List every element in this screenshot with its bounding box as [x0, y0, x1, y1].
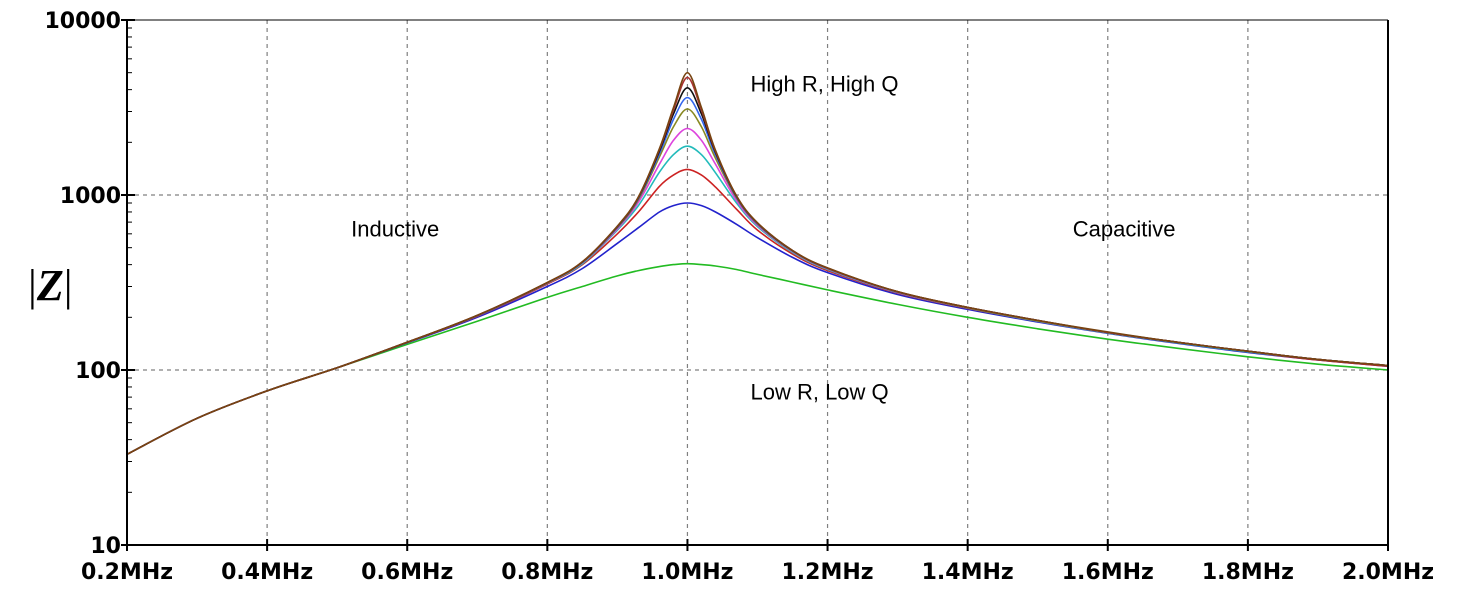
- series-line-3: [126, 168, 1389, 456]
- x-tick-label: 1.8MHz: [1202, 560, 1294, 585]
- annotation-label: Low R, Low Q: [750, 379, 888, 404]
- y-tick-label: 10000: [44, 9, 121, 34]
- annotations: High R, High Q Inductive Capacitive Low R, …: [351, 72, 1175, 405]
- axes: [121, 19, 1389, 551]
- x-tick-label: 2.0MHz: [1342, 560, 1434, 585]
- annotation-label: Inductive: [351, 216, 439, 241]
- x-tick-label: 1.4MHz: [922, 560, 1014, 585]
- series-line-2: [126, 202, 1389, 456]
- x-tick-label: 0.2MHz: [81, 560, 173, 585]
- y-tick-label: 10: [90, 534, 121, 559]
- x-tick-label: 1.2MHz: [782, 560, 874, 585]
- series-line-10: [126, 71, 1389, 456]
- y-tick-label: 100: [75, 359, 121, 384]
- y-tick-label: 1000: [60, 184, 121, 209]
- x-tick-label: 0.4MHz: [221, 560, 313, 585]
- series-line-1: [126, 262, 1389, 456]
- x-tick-label: 1.0MHz: [641, 560, 733, 585]
- x-tick-label: 0.6MHz: [361, 560, 453, 585]
- series-line-5: [126, 127, 1389, 456]
- series-group: [126, 71, 1389, 456]
- grid: [127, 20, 1388, 545]
- annotation-label: Capacitive: [1073, 216, 1176, 241]
- series-line-4: [126, 145, 1389, 456]
- x-tick-label: 0.8MHz: [501, 560, 593, 585]
- y-tick-labels: 10 100 1000 10000: [44, 9, 121, 559]
- x-tick-label: 1.6MHz: [1062, 560, 1154, 585]
- x-tick-labels: 0.2MHz 0.4MHz 0.6MHz 0.8MHz 1.0MHz 1.2MHz 1.4M…: [81, 560, 1434, 585]
- y-axis-label: |Z|: [28, 261, 73, 310]
- annotation-label: High R, High Q: [750, 72, 898, 97]
